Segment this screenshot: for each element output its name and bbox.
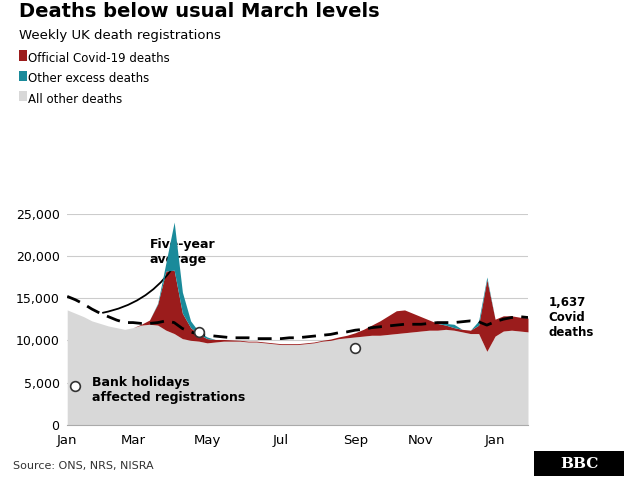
Text: 1,637
Covid
deaths: 1,637 Covid deaths — [548, 296, 594, 339]
Text: Weekly UK death registrations: Weekly UK death registrations — [19, 29, 221, 42]
Text: BBC: BBC — [560, 456, 598, 471]
Text: Bank holidays
affected registrations: Bank holidays affected registrations — [92, 376, 245, 404]
Text: Official Covid-19 deaths: Official Covid-19 deaths — [28, 52, 170, 65]
Text: Five-year
average: Five-year average — [103, 238, 215, 313]
Text: Source: ONS, NRS, NISRA: Source: ONS, NRS, NISRA — [13, 461, 154, 471]
Text: Other excess deaths: Other excess deaths — [28, 72, 150, 85]
Text: All other deaths: All other deaths — [28, 93, 123, 106]
Text: Deaths below usual March levels: Deaths below usual March levels — [19, 2, 380, 22]
